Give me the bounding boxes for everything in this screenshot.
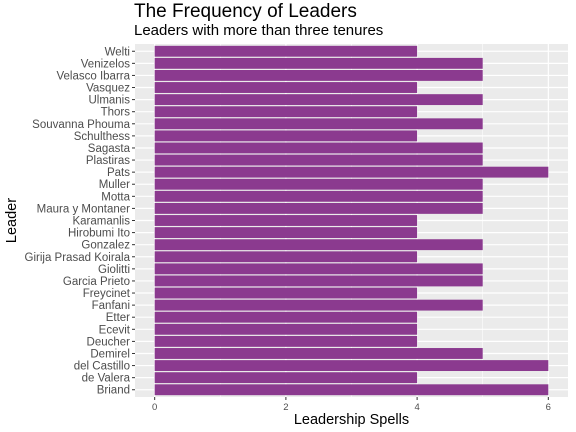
y-tick-label: Deucher [87,336,131,348]
bar [154,69,483,81]
chart-title: The Frequency of Leaders [134,1,357,22]
bar [154,130,418,142]
y-tick-label: Ulmanis [88,95,130,107]
x-tick-label: 0 [152,402,157,413]
bar [154,239,483,251]
bar [154,275,483,287]
y-tick-label: Etter [106,312,130,324]
bar [154,118,483,130]
y-tick-label: Hirobumi Ito [68,228,130,240]
bar [154,335,418,347]
bar [154,106,418,118]
bar [154,190,483,202]
y-axis-title: Leader [4,198,20,243]
y-tick-label: Velasco Ibarra [56,70,130,82]
bar [154,323,418,335]
x-tick-label: 4 [414,402,419,413]
y-tick-label: Plastiras [86,155,130,167]
y-tick-label: Thors [101,107,131,119]
y-tick-label: Welti [105,46,130,58]
bar [154,215,418,226]
bar [154,227,418,239]
bar [154,142,483,154]
y-tick-label: de Valera [82,373,131,385]
y-tick-label: Briand [97,385,130,397]
x-axis-title: Leadership Spells [294,412,409,428]
bar [154,166,549,178]
bar [154,311,418,323]
bar [154,384,549,396]
bar [154,154,483,166]
y-tick-label: Garcia Prieto [63,276,130,288]
bar [154,94,483,106]
y-tick-label: Giolitti [98,264,130,276]
y-tick-label: Schulthess [74,131,131,143]
bar [154,263,483,275]
bar [154,360,549,372]
chart-subtitle: Leaders with more than three tenures [134,22,384,39]
bar [154,299,483,311]
x-tick-label: 2 [283,402,288,413]
y-tick-label: Venizelos [81,58,130,70]
y-tick-label: Maura y Montaner [37,203,130,215]
bar [154,57,483,69]
y-tick-label: Gonzalez [81,240,130,252]
y-tick-label: Demirel [90,348,130,360]
bar [154,372,418,384]
y-tick-label: Motta [101,191,130,203]
y-tick-label: Muller [99,179,130,191]
bar [154,348,483,359]
y-tick-label: Girija Prasad Koirala [25,252,131,264]
bar [154,82,418,93]
bar [154,178,483,190]
y-tick-label: Sagasta [88,143,131,155]
x-tick-label: 6 [546,402,551,413]
y-tick-label: Vasquez [86,83,130,95]
y-tick-label: Ecevit [99,324,131,336]
bar [154,202,483,214]
y-tick-label: Fanfani [92,300,130,312]
y-tick-label: Karamanlis [72,216,130,228]
bar [154,251,418,263]
y-tick-label: Freycinet [83,288,131,300]
y-tick-label: Souvanna Phouma [32,119,130,131]
y-tick-label: del Castillo [74,361,130,373]
y-tick-label: Pats [107,167,130,179]
bar [154,287,418,299]
bar [154,45,418,57]
